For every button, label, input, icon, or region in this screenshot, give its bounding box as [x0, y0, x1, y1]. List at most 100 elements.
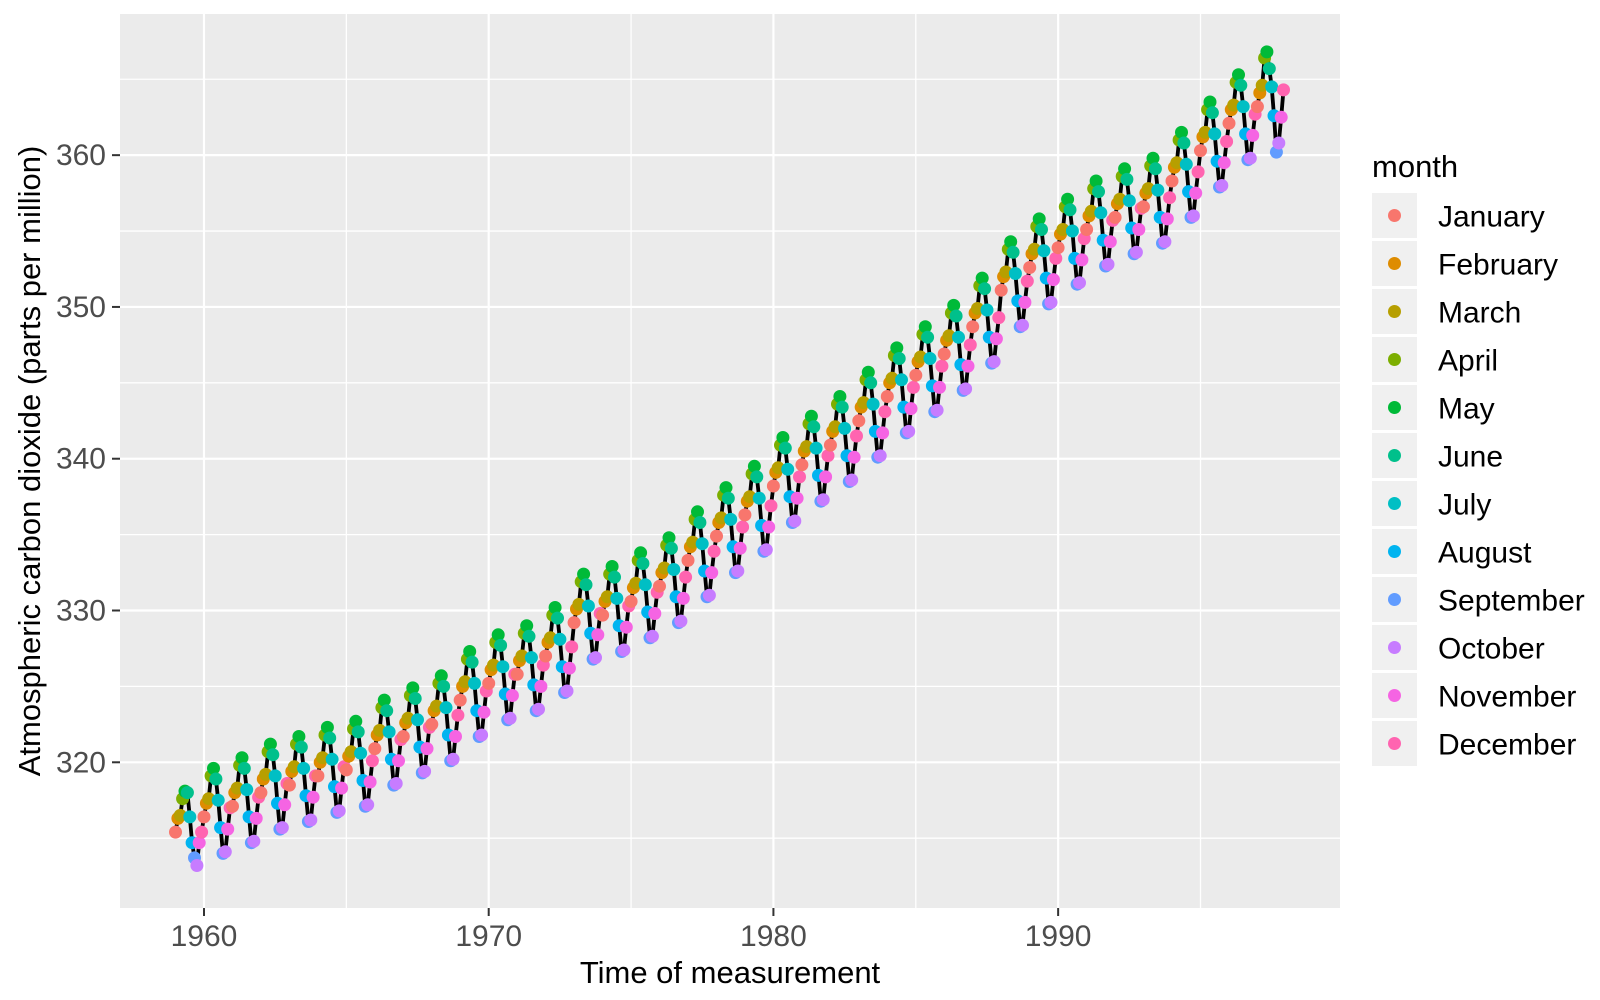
data-point [420, 742, 434, 756]
data-point [494, 638, 508, 652]
data-point [1118, 162, 1132, 176]
data-point [1016, 318, 1029, 332]
data-point [636, 557, 650, 570]
y-tick-label: 360 [56, 139, 106, 172]
data-point [1103, 235, 1117, 249]
legend-dot [1388, 689, 1401, 702]
axes: 1960 1970 1980 1990 320 330 340 350 360 [56, 139, 1092, 953]
data-point [638, 578, 652, 592]
data-point [1023, 261, 1037, 274]
data-point [446, 752, 460, 766]
data-point [935, 359, 949, 373]
data-point [254, 786, 268, 800]
grid-lines [120, 14, 1340, 908]
data-point [750, 470, 764, 484]
data-point [1037, 244, 1051, 258]
data-point [266, 748, 280, 762]
data-point [463, 645, 477, 658]
data-point [1179, 157, 1193, 171]
data-point [268, 769, 282, 783]
data-point [719, 481, 733, 495]
data-point [721, 491, 735, 505]
data-point [406, 681, 420, 695]
data-point [1092, 185, 1105, 199]
data-point [963, 338, 977, 352]
data-point [306, 790, 320, 804]
data-point [966, 320, 980, 334]
data-point [705, 566, 719, 580]
legend-item-september: September [1372, 577, 1585, 622]
legend-item-august: August [1372, 529, 1532, 574]
legend-label: October [1438, 633, 1545, 666]
data-point [819, 470, 833, 484]
legend-item-february: February [1372, 241, 1558, 286]
data-point [377, 693, 391, 707]
legend-item-november: November [1372, 673, 1576, 718]
data-point [847, 450, 861, 464]
data-point [662, 531, 676, 545]
data-point [211, 793, 225, 807]
data-point [180, 786, 194, 800]
data-point [978, 282, 992, 296]
data-point [762, 520, 776, 534]
data-point [667, 563, 681, 576]
data-point [320, 720, 334, 734]
data-point [992, 311, 1006, 325]
data-point [292, 730, 306, 743]
data-point [249, 811, 263, 825]
data-point [895, 373, 908, 387]
data-point [1265, 80, 1279, 94]
data-point [434, 669, 448, 683]
data-point [1122, 194, 1136, 208]
data-point [363, 775, 377, 789]
legend-item-january: January [1372, 193, 1545, 238]
data-point [439, 701, 453, 715]
data-point [890, 341, 904, 355]
data-point [738, 508, 752, 522]
data-point [589, 651, 602, 665]
data-point [297, 761, 311, 775]
data-point [1101, 257, 1115, 271]
data-point [876, 426, 890, 440]
data-point [989, 332, 1003, 346]
data-point [468, 676, 481, 690]
data-point [408, 692, 422, 705]
data-point [807, 420, 821, 434]
data-point [1032, 212, 1046, 226]
legend-dot [1388, 353, 1401, 366]
data-point [451, 708, 465, 722]
data-point [793, 470, 806, 484]
data-point [781, 462, 795, 476]
data-point [354, 746, 368, 760]
data-point [975, 271, 989, 285]
data-point [1004, 235, 1018, 249]
data-point [691, 505, 704, 519]
data-point [821, 449, 835, 463]
data-point [733, 541, 747, 555]
data-point [560, 684, 574, 698]
data-point [610, 591, 624, 605]
data-point [1065, 224, 1079, 238]
y-axis-title: Atmospheric carbon dioxide (parts per mi… [12, 146, 47, 777]
data-point [1075, 253, 1089, 267]
data-point [192, 836, 206, 850]
legend-label: April [1438, 345, 1498, 378]
data-point [795, 458, 809, 472]
data-point [520, 619, 534, 633]
data-point [361, 798, 375, 812]
data-point [1177, 136, 1191, 150]
data-point [816, 493, 830, 507]
data-point [1094, 206, 1108, 220]
data-point [1246, 128, 1260, 142]
data-point [351, 725, 365, 739]
data-point [505, 689, 519, 702]
data-point [921, 330, 935, 344]
legend-label: December [1438, 729, 1576, 762]
data-point [1129, 245, 1143, 259]
data-point [1006, 245, 1020, 259]
data-point [764, 499, 778, 513]
data-point [878, 405, 892, 419]
data-point [892, 352, 906, 365]
data-point [207, 761, 220, 775]
